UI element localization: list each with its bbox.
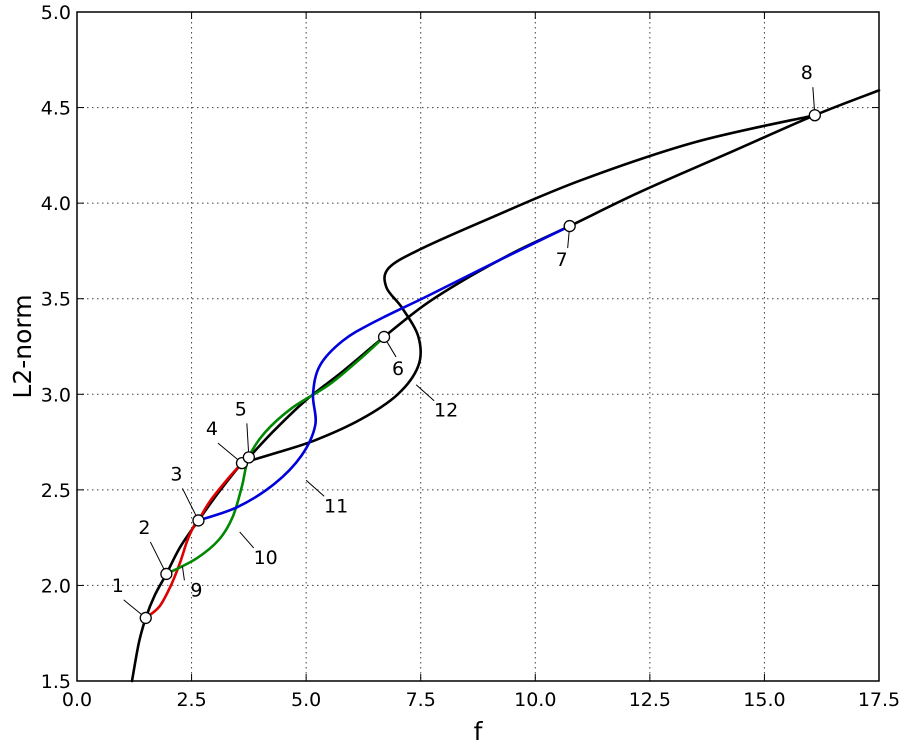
point-6 — [377, 330, 391, 344]
y-tick-label: 3.5 — [41, 289, 71, 311]
bifurcation-points — [139, 109, 821, 625]
y-tick-label: 2.5 — [41, 480, 71, 502]
x-tick-label: 2.5 — [176, 689, 206, 711]
x-tick-label: 0.0 — [62, 689, 92, 711]
curve-label-9: 9 — [190, 579, 202, 601]
curve-label-11: 11 — [324, 495, 348, 517]
point-label-2: 2 — [138, 517, 150, 539]
x-tick-label: 5.0 — [291, 689, 321, 711]
point-5 — [242, 451, 256, 464]
branch-main — [130, 89, 881, 683]
x-tick-label: 7.5 — [406, 689, 436, 711]
point-8 — [808, 109, 821, 122]
curve-leader-11 — [305, 479, 325, 497]
plot-frame — [76, 11, 880, 682]
y-tick-label: 1.5 — [41, 671, 71, 693]
branch-10 — [165, 335, 386, 576]
grid — [77, 12, 879, 681]
y-tick-label: 5.0 — [41, 2, 71, 24]
point-label-7: 7 — [556, 249, 568, 271]
x-tick-label: 10.0 — [514, 689, 556, 711]
x-tick-label: 15.0 — [743, 689, 785, 711]
branch-12 — [240, 113, 817, 465]
point-2 — [160, 567, 173, 581]
point-label-1: 1 — [112, 575, 124, 597]
x-tick-label: 17.5 — [858, 689, 900, 711]
y-axis-label: L2-norm — [8, 294, 37, 398]
x-tick-label: 12.5 — [629, 689, 671, 711]
point-label-8: 8 — [801, 62, 813, 84]
annotation-leaders — [123, 87, 816, 619]
curve-leader-9 — [181, 566, 185, 581]
axis-ticks: 0.0 2.5 5.0 7.5 10.0 12.5 15.0 17.51.52.02.53.0… — [41, 2, 900, 711]
curve-leader-12 — [415, 384, 435, 402]
x-axis-label: f — [474, 717, 484, 744]
point-label-4: 4 — [206, 418, 218, 440]
y-tick-label: 4.0 — [41, 193, 71, 215]
y-tick-label: 4.5 — [41, 98, 71, 120]
branch-11 — [197, 224, 571, 522]
point-label-5: 5 — [235, 398, 247, 420]
branches — [130, 89, 881, 683]
y-tick-label: 2.0 — [41, 575, 71, 597]
y-tick-label: 3.0 — [41, 384, 71, 406]
branch-9 — [144, 461, 244, 620]
point-7 — [563, 219, 576, 233]
curve-leader-10 — [239, 531, 255, 549]
point-label-3: 3 — [170, 463, 182, 485]
point-1 — [139, 611, 152, 625]
curve-label-12: 12 — [434, 400, 458, 422]
point-3 — [192, 514, 205, 527]
point-label-6: 6 — [392, 358, 404, 380]
curve-label-10: 10 — [254, 547, 278, 569]
